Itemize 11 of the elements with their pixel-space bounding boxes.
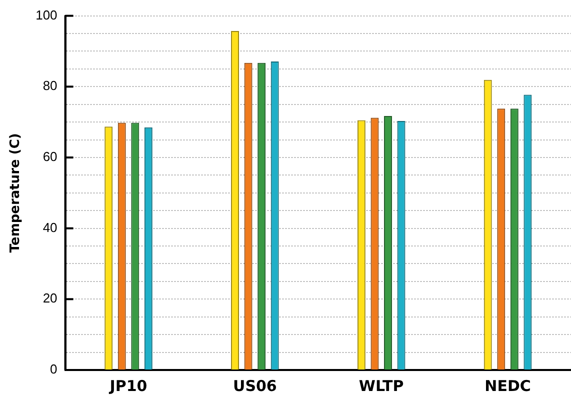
x-tick-label: WLTP	[358, 376, 404, 395]
y-tick-label: 100	[36, 7, 58, 22]
y-tick-label: 40	[42, 220, 58, 235]
x-tick-label: US06	[233, 376, 277, 395]
y-tick-label: 80	[42, 78, 58, 94]
y-axis-title: Temperature (C)	[8, 133, 24, 253]
y-tick-label: 60	[42, 149, 58, 164]
y-tick-label: 20	[42, 290, 58, 306]
x-tick-label: NEDC	[484, 376, 531, 395]
y-tick-label: 0	[50, 362, 58, 377]
x-tick-label: JP10	[108, 376, 148, 395]
